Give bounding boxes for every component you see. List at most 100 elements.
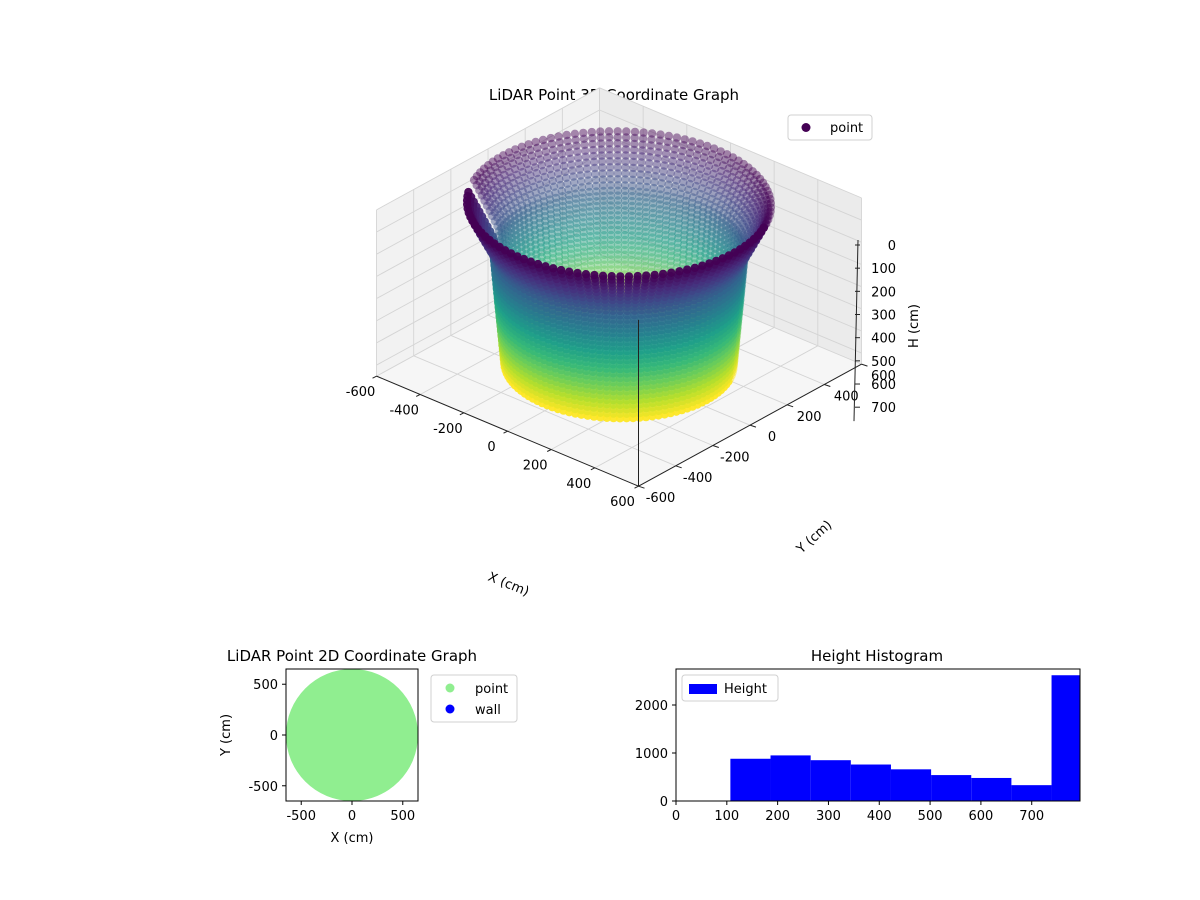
point-marker [668,203,678,212]
point-marker [484,161,493,170]
point-marker [740,214,750,223]
point-marker [566,154,575,163]
point-marker [559,226,569,235]
point-marker [711,164,720,173]
point-marker [684,154,693,163]
point-marker [711,239,720,249]
point-marker [562,173,571,182]
point-marker [746,224,755,234]
point-marker [578,188,587,197]
point-marker [613,145,622,154]
point-marker [764,207,773,217]
point-marker [579,247,589,256]
point-marker [558,201,568,211]
z-tick-label: 0 [888,239,896,254]
point-marker [593,251,602,260]
point-marker [758,187,768,196]
point-marker [591,175,600,185]
point-marker [526,237,535,247]
point-marker [731,225,741,235]
point-marker [573,153,583,162]
z-tick-label: 200 [871,285,896,300]
point-marker [560,246,569,255]
point-marker [662,206,671,215]
point-marker [526,257,535,266]
point-marker [634,251,643,260]
point-marker [718,213,727,223]
point-marker [592,181,601,191]
point-marker [719,208,728,217]
point-marker [662,191,672,201]
point-marker [719,245,728,254]
histogram-bars [730,675,1080,801]
point-marker [706,251,715,261]
point-marker [661,221,671,230]
point-marker [628,169,638,179]
histogram-legend-swatch [689,684,717,694]
point-marker [654,254,663,263]
point-marker [660,245,670,254]
point-marker [620,245,629,255]
point-marker [581,146,590,155]
point-marker [742,226,751,235]
point-marker [737,227,747,236]
point-marker [540,141,549,150]
point-marker [649,194,658,203]
point-marker [665,174,674,183]
point-marker [606,186,615,195]
point-marker [628,181,637,190]
point-marker [720,240,729,249]
point-marker [483,192,492,202]
point-marker [694,145,703,154]
point-marker [727,172,737,182]
point-marker [572,228,582,238]
x-tick-label: 200 [765,809,790,824]
point-marker [572,141,581,150]
point-marker [685,237,695,247]
chart-3d-points [462,127,776,423]
point-marker [504,236,513,246]
point-marker [655,224,664,234]
point-marker [698,261,707,270]
point-marker [566,230,575,239]
point-marker [515,228,525,237]
point-marker [549,182,559,191]
point-marker [504,148,514,157]
point-marker [756,183,765,193]
point-marker [588,139,597,149]
point-marker [715,172,724,181]
point-marker [535,218,544,228]
point-marker [650,270,659,280]
point-marker [667,227,677,236]
point-marker [728,153,738,162]
point-marker [647,248,657,257]
point-marker [718,180,727,190]
histogram-bar [850,764,891,801]
point-marker [607,260,616,269]
point-marker [542,178,551,187]
point-marker [672,133,682,142]
point-marker [675,158,685,167]
point-marker [508,238,517,247]
point-marker [685,242,694,251]
point-marker [706,246,715,256]
point-marker [641,227,650,236]
point-marker [692,151,702,160]
point-marker [737,179,746,188]
point-marker [511,221,520,230]
point-marker [509,178,518,188]
point-marker [606,196,615,205]
point-marker [640,257,650,266]
point-marker [755,214,764,223]
point-marker [501,234,510,244]
point-marker [736,193,745,202]
point-marker [580,257,589,266]
point-marker [552,208,561,217]
point-marker [634,231,643,241]
point-marker [707,232,716,241]
point-marker [491,177,500,186]
point-marker [648,204,658,213]
point-marker [539,192,548,201]
point-marker [556,180,565,190]
point-marker [673,170,682,179]
